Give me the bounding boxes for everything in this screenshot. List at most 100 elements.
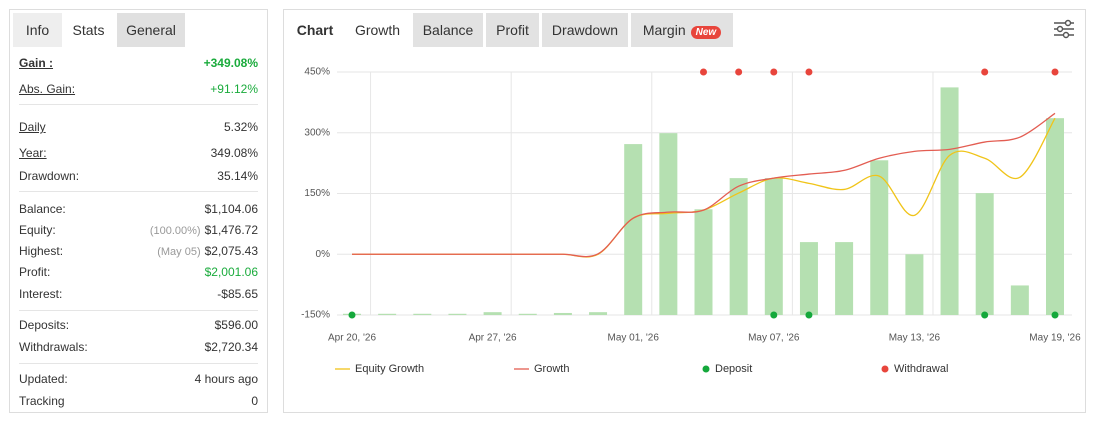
stat-value-text: $1,104.06 xyxy=(204,202,258,216)
stat-row: Abs. Gain: +91.12% xyxy=(19,80,258,98)
stat-label: Abs. Gain: xyxy=(19,82,76,96)
bar xyxy=(835,242,854,315)
tab[interactable]: Margin New xyxy=(631,13,733,47)
separator xyxy=(19,191,258,192)
stat-note: (100.00%) xyxy=(149,225,201,237)
y-tick-label: -150% xyxy=(301,310,330,321)
stat-value: $2,720.34 xyxy=(205,338,258,356)
x-tick-label: May 19, '26 xyxy=(1029,333,1081,344)
tab-label: Margin xyxy=(642,22,686,38)
legend-swatch xyxy=(881,365,889,373)
stat-value: (May 05) $2,075.43 xyxy=(157,242,258,261)
tab[interactable]: Info xyxy=(13,13,62,47)
y-tick-label: 0% xyxy=(316,249,331,260)
x-tick-label: May 01, '26 xyxy=(608,333,660,344)
separator xyxy=(19,104,258,105)
bar xyxy=(905,254,924,315)
bar xyxy=(1010,285,1029,315)
bar xyxy=(940,87,959,315)
bar xyxy=(1046,118,1064,315)
stat-row: Year: 349.08% xyxy=(19,144,258,162)
stat-label: Drawdown: xyxy=(19,169,80,183)
bar xyxy=(413,313,432,315)
y-tick-label: 300% xyxy=(304,127,330,138)
stat-value-text: $2,075.43 xyxy=(204,244,258,258)
stat-row: Drawdown: 35.14% xyxy=(19,167,258,185)
legend-label: Deposit xyxy=(715,363,752,375)
stat-value: (100.00%) $1,476.72 xyxy=(150,221,258,240)
stat-row: Equity: (100.00%) $1,476.72 xyxy=(19,221,258,239)
legend-swatch xyxy=(702,365,710,373)
legend-label: Withdrawal xyxy=(894,363,948,375)
marker xyxy=(700,68,707,76)
stat-value-text: 4 hours ago xyxy=(194,372,258,386)
stat-row: Highest: (May 05) $2,075.43 xyxy=(19,242,258,260)
stat-value-text: 5.32% xyxy=(223,120,258,134)
stat-value-text: 0 xyxy=(251,394,258,408)
stats-panel: Info Stats General Gain : +349.08% Abs. Gain:… xyxy=(9,9,268,413)
legend-item: Growth xyxy=(514,363,569,375)
stat-value: 35.14% xyxy=(217,167,258,185)
stat-row: Interest: -$85.65 xyxy=(19,285,258,303)
stat-row: Balance: $1,104.06 xyxy=(19,200,258,218)
stat-row: Gain : +349.08% xyxy=(19,54,258,72)
stat-value: 5.32% xyxy=(224,118,258,136)
settings-icon[interactable] xyxy=(1053,19,1075,39)
stat-label: Balance: xyxy=(19,202,66,216)
stat-row: Tracking 0 xyxy=(19,392,258,410)
bar xyxy=(624,144,643,315)
legend-label: Growth xyxy=(534,363,569,375)
legend-item: Deposit xyxy=(702,363,752,375)
stat-row: Daily 5.32% xyxy=(19,118,258,136)
marker xyxy=(1051,311,1059,319)
marker xyxy=(1051,68,1059,76)
stat-label: Tracking xyxy=(19,394,65,408)
bar xyxy=(870,160,889,315)
bar xyxy=(975,193,994,315)
stat-row: Profit: $2,001.06 xyxy=(19,263,258,281)
stat-value-text: 349.08% xyxy=(210,146,258,160)
tab[interactable]: Profit xyxy=(486,13,539,47)
marker xyxy=(770,68,778,76)
tab[interactable]: Balance xyxy=(413,13,483,47)
marker xyxy=(348,311,356,319)
bar xyxy=(518,313,537,315)
tab[interactable]: Growth xyxy=(344,13,411,47)
stat-value-text: +349.08% xyxy=(203,56,258,70)
stat-value-text: +91.12% xyxy=(210,82,258,96)
stat-label: Year: xyxy=(19,146,47,160)
stat-row: Withdrawals: $2,720.34 xyxy=(19,338,258,356)
tab-label: Profit xyxy=(496,22,529,38)
separator xyxy=(19,363,258,364)
stat-value: 0 xyxy=(251,392,258,410)
bar xyxy=(799,242,818,315)
legend-item: Equity Growth xyxy=(335,363,424,375)
stat-value: 4 hours ago xyxy=(195,370,258,388)
bar xyxy=(553,312,572,315)
stat-value: 349.08% xyxy=(211,144,258,162)
tab[interactable]: Drawdown xyxy=(542,13,628,47)
marker xyxy=(805,68,813,76)
stat-label: Interest: xyxy=(19,287,63,301)
stat-label: Equity: xyxy=(19,223,56,237)
marker xyxy=(981,311,989,319)
x-tick-label: Apr 27, '26 xyxy=(469,333,517,344)
stat-value: +349.08% xyxy=(204,54,258,72)
bar xyxy=(659,133,678,315)
marker xyxy=(805,311,813,319)
tab-label: Drawdown xyxy=(551,22,619,38)
tab[interactable]: Stats xyxy=(63,13,114,47)
stat-value-text: $1,476.72 xyxy=(204,223,258,237)
separator xyxy=(19,310,258,311)
stat-value: +91.12% xyxy=(210,80,258,98)
marker xyxy=(770,311,778,319)
marker xyxy=(981,68,989,76)
stat-label: Highest: xyxy=(19,244,64,258)
stat-label: Daily xyxy=(19,120,46,134)
tab[interactable]: Chart xyxy=(286,13,344,47)
tab[interactable]: General xyxy=(117,13,185,47)
stat-label: Updated: xyxy=(19,372,68,386)
line xyxy=(351,112,1056,258)
legend-label: Equity Growth xyxy=(355,363,424,375)
bar xyxy=(694,209,713,315)
